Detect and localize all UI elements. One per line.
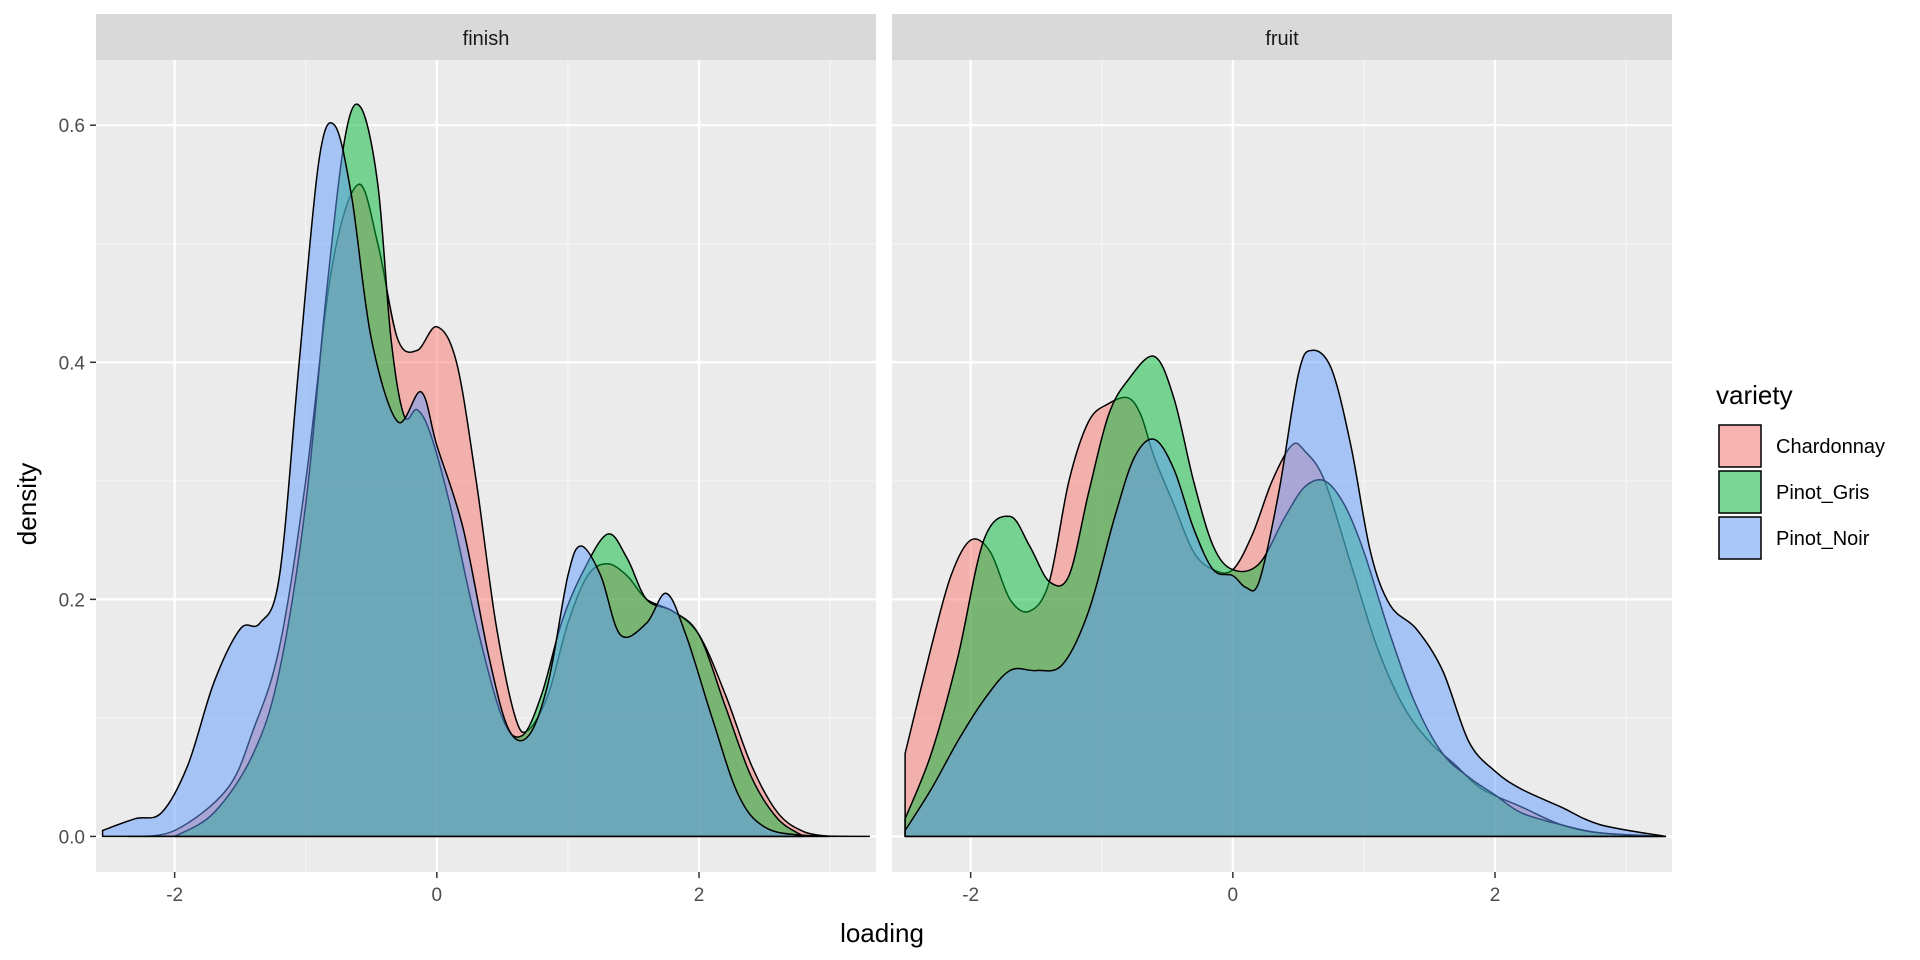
legend-swatch [1718,470,1762,514]
facet-strip [96,14,876,60]
legend-label: Pinot_Noir [1776,528,1870,550]
legend-label: Pinot_Gris [1776,482,1869,504]
y-tick-label: 0.0 [59,827,85,848]
density-areas [904,349,1667,838]
y-tick-label: 0.6 [59,116,85,137]
y-tick-label: 0.4 [59,353,86,374]
facet-strip-label: finish [463,28,510,50]
legend-item-pinot-gris: Pinot_Gris [1718,470,1869,514]
y-tick-label: 0.2 [59,590,85,611]
facet-panels: finish -2 0 2 0.0 0.2 0.4 0.6 fruit -2 0 2 [59,14,1672,906]
legend-title: variety [1716,380,1793,410]
x-axis: -2 0 2 [962,872,1500,906]
legend-swatch [1718,424,1762,468]
x-tick-label: -2 [166,885,183,906]
x-axis: -2 0 2 [166,872,704,906]
facet-strip-label: fruit [1265,28,1299,50]
y-axis: 0.0 0.2 0.4 0.6 [59,116,96,848]
facet-strip [892,14,1672,60]
legend-swatch [1718,516,1762,560]
legend: variety Chardonnay Pinot_Gris Pinot_Noir [1716,380,1885,560]
x-tick-label: -2 [962,885,979,906]
x-tick-label: 2 [1490,885,1501,906]
x-tick-label: 2 [694,885,705,906]
y-axis-title: density [12,463,42,545]
facet-panel-fruit: fruit -2 0 2 [892,14,1672,906]
legend-item-chardonnay: Chardonnay [1718,424,1885,468]
legend-label: Chardonnay [1776,436,1885,458]
facet-panel-finish: finish -2 0 2 0.0 0.2 0.4 0.6 [59,14,876,906]
x-axis-title: loading [840,918,924,948]
legend-item-pinot-noir: Pinot_Noir [1718,516,1870,560]
density-area-pinot-noir [101,121,871,838]
density-area-pinot-noir [904,349,1667,838]
x-tick-label: 0 [432,885,443,906]
x-tick-label: 0 [1228,885,1239,906]
density-areas [101,103,871,838]
